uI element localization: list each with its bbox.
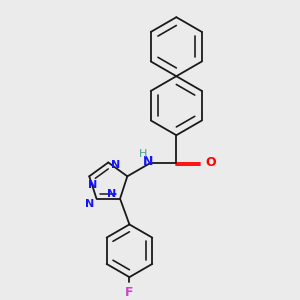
Text: N: N <box>88 180 97 190</box>
Text: F: F <box>125 286 134 298</box>
Text: H: H <box>138 149 147 159</box>
Text: N: N <box>143 155 153 168</box>
Text: N: N <box>107 190 116 200</box>
Text: N: N <box>85 199 94 209</box>
Text: O: O <box>206 156 217 169</box>
Text: N: N <box>111 160 120 170</box>
